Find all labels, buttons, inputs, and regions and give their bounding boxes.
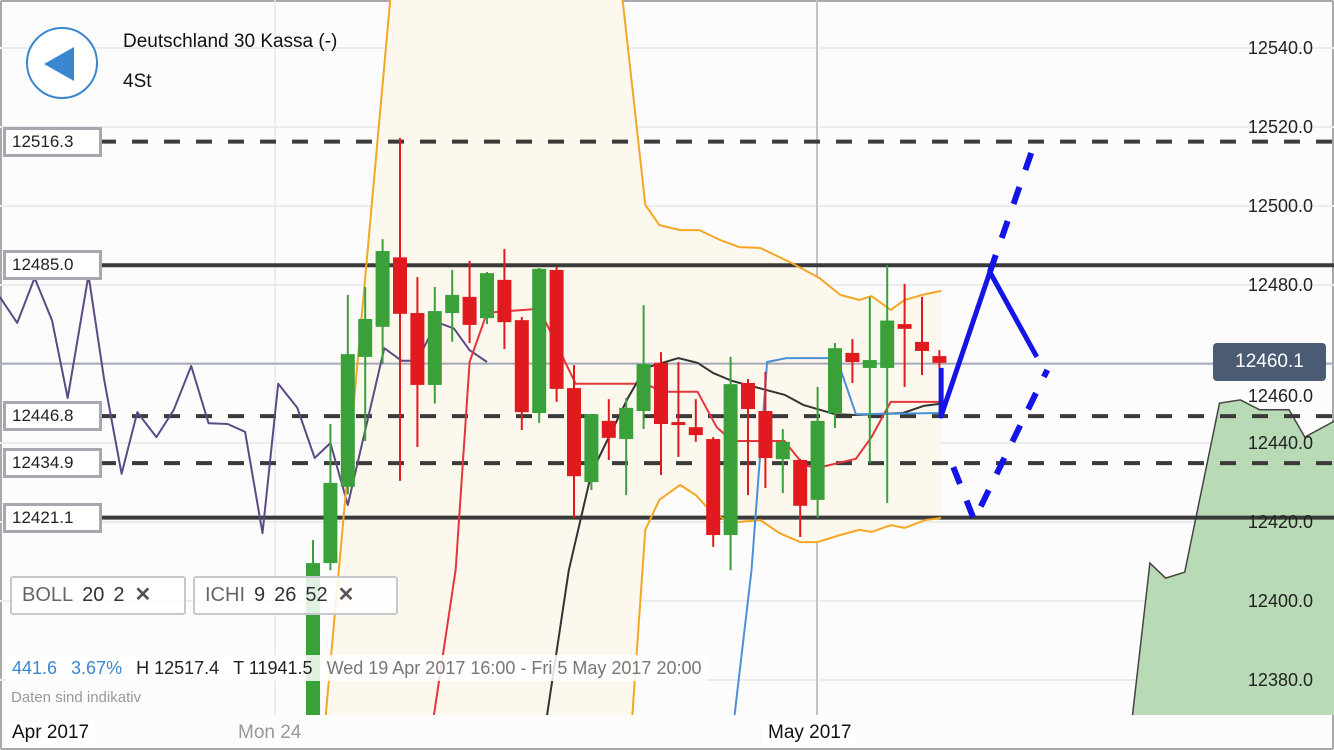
candle-up [619,407,634,440]
candle-up [862,360,877,368]
price-axis-label: 12520.0 [1247,117,1313,137]
candle-up [323,482,338,564]
bollinger-upper-line [324,0,942,715]
candle-down [688,427,703,436]
indicator-name: BOLL [22,584,74,606]
candle-down [462,296,477,325]
price-chart[interactable] [0,0,1334,715]
indicator-param: 52 [305,584,328,606]
x-label: Apr 2017 [6,722,96,744]
indicator-param: 9 [254,584,266,606]
drawing-solid-line [938,269,1039,419]
level-label[interactable]: 12485.0 [3,250,102,281]
candle-up [775,441,790,460]
candle-down [514,320,529,413]
ichimoku-blue-line [733,357,940,715]
candle-down [601,420,616,438]
range-info: 441.6 3.67% H 12517.4 T 11941.5 Wed 19 Apr 2… [6,655,708,681]
remove-indicator-close-icon[interactable]: ✕ [134,584,152,606]
candle-up [636,364,651,412]
indicator-chip-boll[interactable]: BOLL 20 2 ✕ [10,576,186,615]
price-axis-label: 12500.0 [1247,196,1313,216]
candle-up [880,320,895,368]
candle-down [549,269,564,389]
candle-up [828,348,842,413]
candle-down [410,313,425,385]
price-axis-label: 12480.0 [1247,275,1313,295]
candle-down [497,279,512,323]
candle-down [897,324,912,329]
candle-up [723,384,738,536]
candle-down [706,439,721,536]
indicator-param: 26 [274,584,297,606]
candle-up [427,311,442,385]
candle-up [584,414,599,483]
drawing-dashed-line [987,150,1035,273]
candle-up [358,318,373,357]
change-value: 441.6 [12,658,58,678]
indicator-param: 2 [113,584,125,606]
price-axis-label: 12440.0 [1247,433,1313,453]
level-label[interactable]: 12516.3 [3,126,102,157]
indicator-chip-ichi[interactable]: ICHI 9 26 52 ✕ [193,576,398,615]
level-label[interactable]: 12446.8 [3,401,102,432]
level-label[interactable]: 12421.1 [3,502,102,533]
candle-down [793,459,808,506]
back-button[interactable] [26,27,98,99]
timeframe-label[interactable]: 4St [123,71,152,92]
indicator-name: ICHI [205,584,245,606]
change-percent: 3.67% [71,658,123,678]
time-axis: Apr 2017 Mon 24 May 2017 [2,715,1332,748]
indicator-param: 20 [82,584,105,606]
high-value: H 12517.4 [136,658,220,678]
instrument-title: Deutschland 30 Kassa (-) [123,31,338,52]
candle-down [932,356,947,363]
candle-up [375,251,390,327]
drawing-dashed-line [950,368,1050,528]
price-axis-label: 12420.0 [1247,512,1313,532]
price-axis-label: 12460.0 [1247,386,1313,406]
candle-down [741,382,755,410]
low-value: T 11941.5 [233,658,313,678]
lagging-span-line [0,274,488,535]
price-axis-label: 12540.0 [1247,38,1313,58]
x-label: Mon 24 [238,722,302,743]
candle-up [445,294,460,314]
price-axis-label: 12400.0 [1247,591,1313,611]
current-price-badge: 12460.1 [1213,343,1326,381]
candle-down [654,362,668,425]
tenkan-line [432,307,940,715]
candle-down [758,411,773,459]
bollinger-lower-line [631,483,942,715]
disclaimer: Daten sind indikativ [11,689,142,706]
candle-up [480,273,494,319]
candle-down [915,341,929,351]
candle-down [671,422,686,426]
candle-down [393,257,407,314]
candle-down [567,388,581,477]
ichimoku-cloud [1131,399,1334,715]
candle-up [532,268,547,413]
back-arrow-icon [44,47,74,81]
candle-up [340,354,355,487]
x-label: May 2017 [762,722,858,744]
candle-down [845,352,860,363]
level-label[interactable]: 12434.9 [3,448,102,479]
candle-up [810,420,825,500]
remove-indicator-close-icon[interactable]: ✕ [337,584,355,606]
price-axis-label: 12380.0 [1247,670,1313,690]
date-range: Wed 19 Apr 2017 16:00 - Fri 5 May 2017 2… [326,658,702,678]
